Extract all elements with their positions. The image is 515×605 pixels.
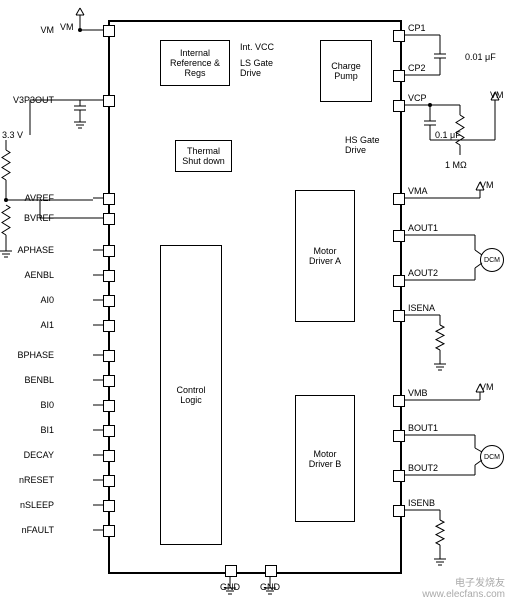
label-GND1: GND [220, 582, 240, 592]
pin-nSLEEP [103, 500, 115, 512]
pin-ISENA [393, 310, 405, 322]
label-DECAY: DECAY [4, 450, 54, 460]
label-vm-top: VM [60, 22, 74, 32]
label-BVREF: BVREF [4, 213, 54, 223]
label-nSLEEP: nSLEEP [4, 500, 54, 510]
block-motor-driver-b: Motor Driver B [295, 395, 355, 522]
pin-VMB [393, 395, 405, 407]
label-vm-right2: VM [480, 180, 494, 190]
label-3v3: 3.3 V [2, 130, 23, 140]
block-internal-ref: Internal Reference & Regs [160, 40, 230, 86]
label-BENBL: BENBL [4, 375, 54, 385]
label-BPHASE: BPHASE [4, 350, 54, 360]
label-AI1: AI1 [4, 320, 54, 330]
pin-APHASE [103, 245, 115, 257]
pin-AENBL [103, 270, 115, 282]
pin-BOUT1 [393, 430, 405, 442]
label-lsgate: LS Gate Drive [240, 58, 273, 78]
label-VMB: VMB [408, 388, 428, 398]
pin-nFAULT [103, 525, 115, 537]
motor-a-label: DCM [484, 257, 500, 264]
label-vm-right1: VM [490, 90, 504, 100]
label-VM: VM [4, 25, 54, 35]
chip-outline [108, 20, 402, 574]
label-AENBL: AENBL [4, 270, 54, 280]
label-AVREF: AVREF [4, 193, 54, 203]
label-CP2: CP2 [408, 63, 426, 73]
pin-AI0 [103, 295, 115, 307]
label-BI0: BI0 [4, 400, 54, 410]
pin-VMA [393, 193, 405, 205]
label-hsgate: HS Gate Drive [345, 135, 380, 155]
label-vm-right3: VM [480, 382, 494, 392]
pin-AOUT1 [393, 230, 405, 242]
label-GND2: GND [260, 582, 280, 592]
pin-AI1 [103, 320, 115, 332]
pin-V3P3OUT [103, 95, 115, 107]
label-ISENB: ISENB [408, 498, 435, 508]
label-nFAULT: nFAULT [4, 525, 54, 535]
label-VCP: VCP [408, 93, 427, 103]
label-BI1: BI1 [4, 425, 54, 435]
label-c1: 0.01 μF [465, 52, 496, 62]
label-ISENA: ISENA [408, 303, 435, 313]
label-AI0: AI0 [4, 295, 54, 305]
pin-VCP [393, 100, 405, 112]
pin-GND1 [225, 565, 237, 577]
label-intvcc: Int. VCC [240, 42, 274, 52]
pin-AOUT2 [393, 275, 405, 287]
pin-VM [103, 25, 115, 37]
pin-BPHASE [103, 350, 115, 362]
pin-DECAY [103, 450, 115, 462]
block-charge-pump: Charge Pump [320, 40, 372, 102]
label-BOUT2: BOUT2 [408, 463, 438, 473]
motor-b-icon: DCM [480, 445, 504, 469]
label-AOUT2: AOUT2 [408, 268, 438, 278]
pin-ISENB [393, 505, 405, 517]
pin-BENBL [103, 375, 115, 387]
block-control-logic: Control Logic [160, 245, 222, 545]
footer-watermark: 电子发烧友 www.elecfans.com [422, 574, 505, 600]
pin-AVREF [103, 193, 115, 205]
pin-BI1 [103, 425, 115, 437]
label-c2: 0.1 μF [435, 130, 461, 140]
block-thermal: Thermal Shut down [175, 140, 232, 172]
label-nRESET: nRESET [4, 475, 54, 485]
pin-CP2 [393, 70, 405, 82]
motor-a-icon: DCM [480, 248, 504, 272]
block-motor-driver-a: Motor Driver A [295, 190, 355, 322]
label-r1: 1 MΩ [445, 160, 467, 170]
label-VMA: VMA [408, 186, 428, 196]
pin-BVREF [103, 213, 115, 225]
pin-CP1 [393, 30, 405, 42]
motor-b-label: DCM [484, 454, 500, 461]
pin-BI0 [103, 400, 115, 412]
label-APHASE: APHASE [4, 245, 54, 255]
pin-BOUT2 [393, 470, 405, 482]
label-BOUT1: BOUT1 [408, 423, 438, 433]
label-CP1: CP1 [408, 23, 426, 33]
label-AOUT1: AOUT1 [408, 223, 438, 233]
label-V3P3OUT: V3P3OUT [4, 95, 54, 105]
pin-nRESET [103, 475, 115, 487]
pin-GND2 [265, 565, 277, 577]
